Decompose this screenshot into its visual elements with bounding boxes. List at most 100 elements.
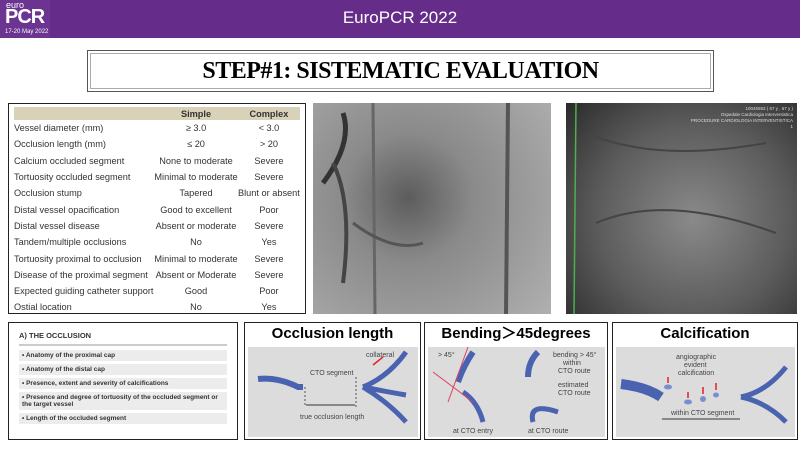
complex-cell: Blunt or absent bbox=[238, 188, 300, 199]
criterion-cell: Expected guiding catheter support bbox=[14, 286, 154, 297]
header-title: EuroPCR 2022 bbox=[342, 8, 458, 27]
criterion-cell: Disease of the proximal segment bbox=[14, 269, 148, 280]
simple-cell: ≤ 20 bbox=[187, 139, 205, 150]
label-cto-route: CTO route bbox=[558, 368, 591, 375]
slide-title: STEP#1: SISTEMATIC EVALUATION bbox=[202, 58, 599, 84]
complex-cell: > 20 bbox=[259, 139, 278, 150]
table-row: Distal vessel disease Absent or moderate S… bbox=[14, 218, 300, 234]
logo-main: PCR bbox=[5, 6, 45, 28]
complex-cell: < 3.0 bbox=[258, 123, 280, 134]
table-row: Calcium occluded segment None to moderate… bbox=[14, 153, 300, 169]
col-header: Complex bbox=[237, 107, 300, 120]
criterion-cell: Distal vessel opacification bbox=[14, 204, 120, 215]
simple-cell: No bbox=[190, 237, 202, 248]
vessel-drawing bbox=[320, 103, 510, 314]
diagram-title: Calcification bbox=[660, 325, 750, 342]
criterion-cell: Tandem/multiple occlusions bbox=[14, 237, 127, 248]
label-at-cto-entry: at CTO entry bbox=[453, 428, 493, 435]
label-at-cto-route: at CTO route bbox=[528, 428, 568, 435]
simple-cell: Good to excellent bbox=[160, 204, 232, 215]
checklist-item: • Presence and degree of tortuosity of t… bbox=[19, 392, 227, 410]
table-row: Expected guiding catheter support Good Poo… bbox=[14, 283, 300, 299]
complex-cell: Poor bbox=[259, 204, 279, 215]
angiogram-image-1 bbox=[313, 103, 551, 314]
bending-illustration: > 45° bending > 45° within CTO route est… bbox=[428, 347, 605, 437]
label-estimated: estimated bbox=[558, 382, 588, 389]
criterion-cell: Vessel diameter (mm) bbox=[14, 123, 104, 134]
label-true-occlusion-length: true occlusion length bbox=[300, 414, 364, 421]
complex-cell: Poor bbox=[259, 286, 279, 297]
table-row: Tortuosity occluded segment Minimal to mo… bbox=[14, 169, 300, 185]
overlay-line: Ospedale Cardiologia Interventistica bbox=[720, 112, 793, 117]
checklist-item: • Anatomy of the distal cap bbox=[19, 364, 227, 375]
simple-cell: Good bbox=[184, 286, 208, 297]
table-row: Vessel diameter (mm) ≥ 3.0 < 3.0 bbox=[14, 120, 300, 136]
simple-cell: ≥ 3.0 bbox=[185, 123, 207, 134]
criteria-table: Simple Complex Vessel diameter (mm) ≥ 3.0… bbox=[8, 103, 306, 314]
slide-title-box: STEP#1: SISTEMATIC EVALUATION bbox=[87, 50, 714, 92]
criterion-cell: Tortuosity occluded segment bbox=[14, 172, 131, 183]
label-angiographic: angiographic bbox=[676, 354, 717, 361]
table-row: Distal vessel opacification Good to excel… bbox=[14, 201, 300, 217]
simple-cell: Minimal to moderate bbox=[154, 172, 238, 183]
criterion-cell: Calcium occluded segment bbox=[14, 155, 125, 166]
criterion-cell: Distal vessel disease bbox=[14, 220, 100, 231]
angiogram-overlay-text: 10045553 ( 67 y , 67 y ) Ospedale Cardio… bbox=[691, 106, 793, 130]
checklist-heading: A) THE OCCLUSION bbox=[19, 331, 227, 346]
label-within-cto-segment: within CTO segment bbox=[670, 410, 734, 417]
table-row: Disease of the proximal segment Absent or… bbox=[14, 267, 300, 283]
criterion-cell: Ostial location bbox=[14, 302, 72, 313]
complex-cell: Severe bbox=[254, 172, 284, 183]
complex-cell: Severe bbox=[254, 155, 284, 166]
simple-cell: Tapered bbox=[179, 188, 213, 199]
overlay-line: 1 bbox=[790, 124, 793, 129]
checklist-item: • Length of the occluded segment bbox=[19, 413, 227, 424]
table-row: Tortuosity proximal to occlusion Minimal … bbox=[14, 250, 300, 266]
table-row: Occlusion stump Tapered Blunt or absent bbox=[14, 185, 300, 201]
label-cto-route-2: CTO route bbox=[558, 390, 591, 397]
occlusion-length-illustration: collateral CTO segment true occlusion le… bbox=[248, 347, 418, 437]
label-evident: evident bbox=[684, 362, 707, 369]
table-row: Occlusion length (mm) ≤ 20 > 20 bbox=[14, 136, 300, 152]
table-row: Ostial location No Yes bbox=[14, 299, 300, 315]
criterion-cell: Occlusion length (mm) bbox=[14, 139, 106, 150]
complex-cell: Severe bbox=[254, 220, 284, 231]
diagram-title: Bending＞45degrees bbox=[441, 325, 591, 342]
complex-cell: Yes bbox=[261, 302, 277, 313]
simple-cell: None to moderate bbox=[159, 155, 233, 166]
angiogram-image-2: 10045553 ( 67 y , 67 y ) Ospedale Cardio… bbox=[566, 103, 797, 314]
col-header bbox=[14, 107, 155, 120]
complex-cell: Severe bbox=[254, 253, 284, 264]
simple-cell: No bbox=[190, 302, 202, 313]
label-cto-segment: CTO segment bbox=[310, 370, 353, 377]
diagram-title: Occlusion length bbox=[271, 325, 394, 342]
col-header: Simple bbox=[154, 107, 238, 120]
complex-cell: Severe bbox=[254, 269, 284, 280]
label-within: within bbox=[562, 360, 581, 367]
label-bending: bending > 45° bbox=[553, 351, 597, 359]
label-angle: > 45° bbox=[438, 351, 455, 359]
vessel-drawing bbox=[573, 103, 777, 314]
overlay-line: 10045553 ( 67 y , 67 y ) bbox=[745, 106, 793, 111]
diagram-calcification: Calcification angiographic evident calci… bbox=[612, 322, 798, 440]
simple-cell: Absent or moderate bbox=[155, 220, 237, 231]
label-collateral: collateral bbox=[366, 352, 394, 359]
checklist-item: • Anatomy of the proximal cap bbox=[19, 350, 227, 361]
simple-cell: Minimal to moderate bbox=[154, 253, 238, 264]
occlusion-checklist: A) THE OCCLUSION • Anatomy of the proxim… bbox=[8, 322, 238, 440]
criterion-cell: Occlusion stump bbox=[14, 188, 82, 199]
overlay-line: PROCEDURE CARDIOLOGIA INTERVENTISTICA bbox=[690, 118, 793, 123]
calcification-illustration: angiographic evident calcification withi… bbox=[616, 347, 795, 437]
table-row: Tandem/multiple occlusions No Yes bbox=[14, 234, 300, 250]
logo-dates: 17-20 May 2022 bbox=[5, 29, 49, 35]
checklist-item: • Presence, extent and severity of calci… bbox=[19, 378, 227, 389]
europcr-logo: euro PCR 17-20 May 2022 bbox=[0, 0, 50, 38]
complex-cell: Yes bbox=[261, 237, 277, 248]
diagram-occlusion-length: Occlusion length collateral CTO segment … bbox=[244, 322, 421, 440]
label-calcification: calcification bbox=[678, 370, 714, 377]
header-bar: euro PCR 17-20 May 2022 EuroPCR 2022 bbox=[0, 0, 800, 38]
diagram-bending: Bending＞45degrees > 45° bending > 45° wi… bbox=[424, 322, 608, 440]
simple-cell: Absent or Moderate bbox=[155, 269, 237, 280]
logo-top: euro bbox=[6, 0, 25, 10]
criterion-cell: Tortuosity proximal to occlusion bbox=[14, 253, 142, 264]
